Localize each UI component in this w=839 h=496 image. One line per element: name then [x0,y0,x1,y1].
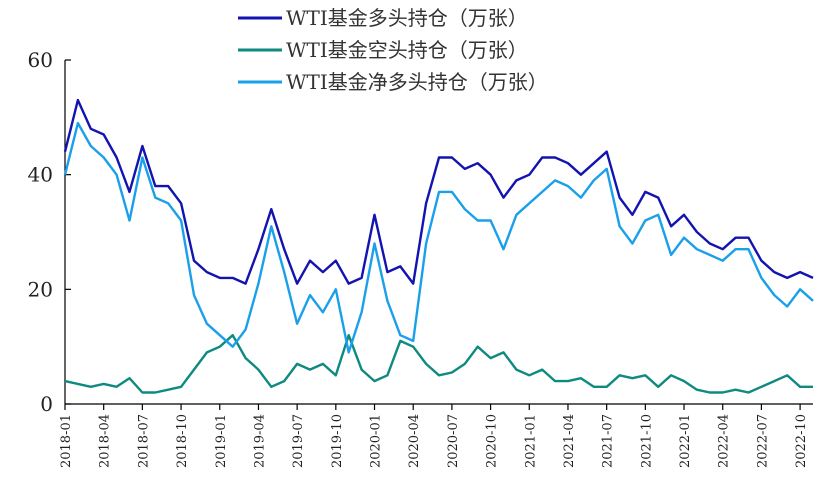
x-tick-label: 2022-04 [717,414,732,468]
x-tick-label: 2019-04 [252,414,267,468]
legend-label-2: WTI基金空头持仓（万张） [286,38,528,62]
y-axis: 0 20 40 60 [28,48,71,416]
x-tick-label: 2021-10 [639,414,654,468]
x-tick-label: 2021-07 [601,414,616,468]
x-tick-label: 2018-01 [59,414,74,468]
x-tick-label: 2019-10 [330,414,345,468]
x-tick-label: 2021-01 [523,414,538,468]
x-tick-label: 2020-04 [407,414,422,468]
x-tick-label: 2021-04 [562,414,577,468]
x-tick-label: 2022-01 [678,414,693,468]
series-line-1 [63,98,814,285]
series-line-3 [63,121,814,354]
x-tick-label: 2022-07 [755,414,770,468]
legend-label-3: WTI基金净多头持仓（万张） [286,70,548,94]
x-tick-label: 2020-01 [369,414,384,468]
x-tick-label: 2018-04 [98,414,113,468]
x-tick-label: 2019-01 [214,414,229,468]
x-tick-label: 2019-07 [291,414,306,468]
series-line-2 [64,334,813,394]
y-tick-label: 20 [28,277,53,301]
x-tick-label: 2020-07 [446,414,461,468]
x-axis: 2018-01 2018-04 2018-07 2018-10 2019-01 2019-… [59,403,813,468]
y-tick-label: 40 [28,163,53,187]
legend: WTI基金多头持仓（万张） WTI基金空头持仓（万张） WTI基金净多头持仓（万张） [238,6,548,94]
plot-area [63,98,814,394]
y-tick-label: 60 [28,48,53,72]
x-tick-label: 2018-07 [136,414,151,468]
x-tick-label: 2018-10 [175,414,190,468]
x-tick-label: 2022-10 [794,414,809,468]
legend-label-1: WTI基金多头持仓（万张） [286,6,528,30]
y-tick-label: 0 [40,392,53,416]
x-tick-label: 2020-10 [485,414,500,468]
